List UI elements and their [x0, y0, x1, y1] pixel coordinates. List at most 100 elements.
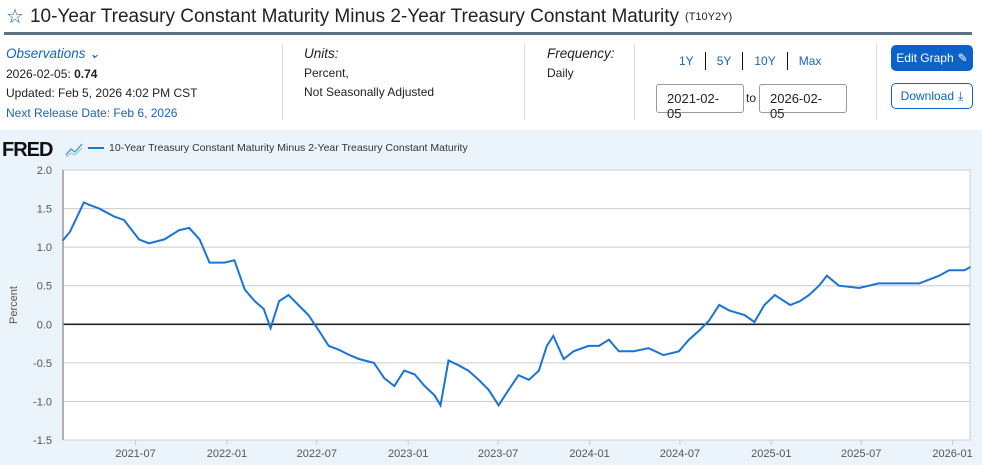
data-point — [728, 309, 730, 312]
data-point — [307, 314, 310, 316]
data-point — [262, 308, 265, 310]
data-point — [98, 207, 101, 210]
data-point — [112, 215, 115, 218]
updated-text: Updated: Feb 5, 2026 4:02 PM CST — [6, 86, 198, 100]
download-button[interactable]: Download ⤓ — [891, 83, 973, 109]
data-point — [373, 362, 375, 364]
end-date-input[interactable]: 2026-02-05 — [759, 84, 847, 121]
data-point — [233, 259, 236, 262]
series-line — [62, 201, 971, 409]
y-tick-label: -0.5 — [33, 358, 52, 370]
data-point — [403, 369, 406, 372]
data-point — [163, 238, 166, 241]
data-point — [789, 304, 791, 306]
frequency-label: Frequency: — [547, 46, 615, 61]
edit-graph-button[interactable]: Edit Graph ✎ — [891, 45, 973, 71]
units-panel: Units: Percent, Not Seasonally Adjusted — [304, 44, 434, 103]
page-title: ☆ 10-Year Treasury Constant Maturity Min… — [6, 4, 732, 29]
data-point — [708, 319, 711, 322]
data-point — [572, 350, 575, 353]
data-point — [538, 369, 540, 372]
x-tick-label: 2021-07 — [115, 448, 155, 460]
y-tick-label: -1.5 — [33, 435, 52, 447]
data-point — [799, 300, 801, 302]
data-point — [457, 364, 460, 366]
data-point — [608, 338, 610, 341]
data-point — [278, 300, 280, 302]
data-point — [358, 358, 360, 360]
data-point — [123, 219, 125, 221]
data-point — [948, 269, 950, 272]
data-point — [598, 345, 600, 347]
units-label: Units: — [304, 46, 339, 61]
data-point — [69, 230, 71, 233]
data-point — [178, 229, 181, 231]
data-point — [647, 347, 650, 350]
data-point — [963, 269, 966, 272]
x-tick-label: 2024-01 — [569, 448, 609, 460]
x-tick-label: 2023-07 — [478, 448, 518, 460]
data-point — [938, 274, 941, 277]
range-max[interactable]: Max — [786, 52, 833, 70]
data-point — [348, 354, 351, 356]
data-point — [477, 379, 480, 381]
y-tick-label: 2.0 — [37, 165, 52, 177]
data-point — [433, 394, 436, 397]
data-point — [898, 282, 901, 285]
legend-swatch — [88, 147, 104, 149]
plot-area — [62, 169, 971, 441]
chart-legend: 10-Year Treasury Constant Maturity Minus… — [88, 142, 468, 154]
data-point — [678, 350, 680, 353]
frequency-panel: Frequency: Daily — [547, 44, 615, 83]
to-label: to — [746, 91, 757, 105]
data-point — [969, 266, 971, 269]
latest-value: 0.74 — [74, 66, 98, 81]
next-release-link[interactable]: Next Release Date: Feb 6, 2026 — [6, 105, 178, 120]
data-point — [467, 369, 470, 372]
range-1y[interactable]: 1Y — [679, 54, 694, 68]
data-point — [587, 345, 590, 347]
data-point — [243, 288, 246, 291]
y-tick-label: 0.5 — [37, 281, 52, 293]
data-point — [497, 404, 500, 407]
data-point — [753, 321, 756, 323]
data-point — [528, 379, 530, 381]
x-tick-label: 2026-01 — [932, 448, 972, 460]
chart-icon — [65, 143, 83, 158]
data-point — [83, 201, 85, 204]
data-point — [507, 389, 510, 391]
chevron-down-icon: ⌄ — [88, 46, 101, 61]
data-point — [393, 385, 396, 387]
divider — [634, 44, 635, 120]
data-point — [562, 358, 565, 360]
data-point — [223, 261, 226, 264]
data-point — [88, 203, 90, 206]
data-point — [688, 338, 690, 341]
series-id: (T10Y2Y) — [685, 10, 733, 23]
x-tick-label: 2023-01 — [388, 448, 428, 460]
data-point — [62, 239, 64, 241]
frequency-value: Daily — [547, 65, 574, 80]
data-point — [818, 284, 820, 287]
x-tick-label: 2025-01 — [751, 448, 791, 460]
range-5y[interactable]: 5Y — [704, 52, 743, 70]
start-date-input[interactable]: 2021-02-05 — [656, 84, 744, 121]
data-point — [618, 350, 620, 353]
data-point — [337, 348, 340, 351]
star-outline-icon[interactable]: ☆ — [6, 6, 24, 28]
data-point — [439, 404, 442, 407]
data-point — [208, 261, 211, 264]
data-point — [826, 274, 828, 277]
range-10y[interactable]: 10Y — [742, 52, 786, 70]
edit-icon: ✎ — [957, 51, 968, 65]
data-point — [138, 238, 140, 241]
y-axis-label: Percent — [8, 286, 20, 324]
y-tick-label: 0.0 — [37, 319, 52, 331]
data-point — [253, 300, 256, 302]
observations-panel: Observations ⌄ 2026-02-05: 0.74 Updated:… — [6, 44, 197, 123]
download-icon: ⤓ — [958, 88, 964, 103]
observations-toggle[interactable]: Observations ⌄ — [6, 46, 101, 61]
title-divider — [4, 32, 972, 35]
y-tick-label: 1.5 — [37, 204, 52, 216]
